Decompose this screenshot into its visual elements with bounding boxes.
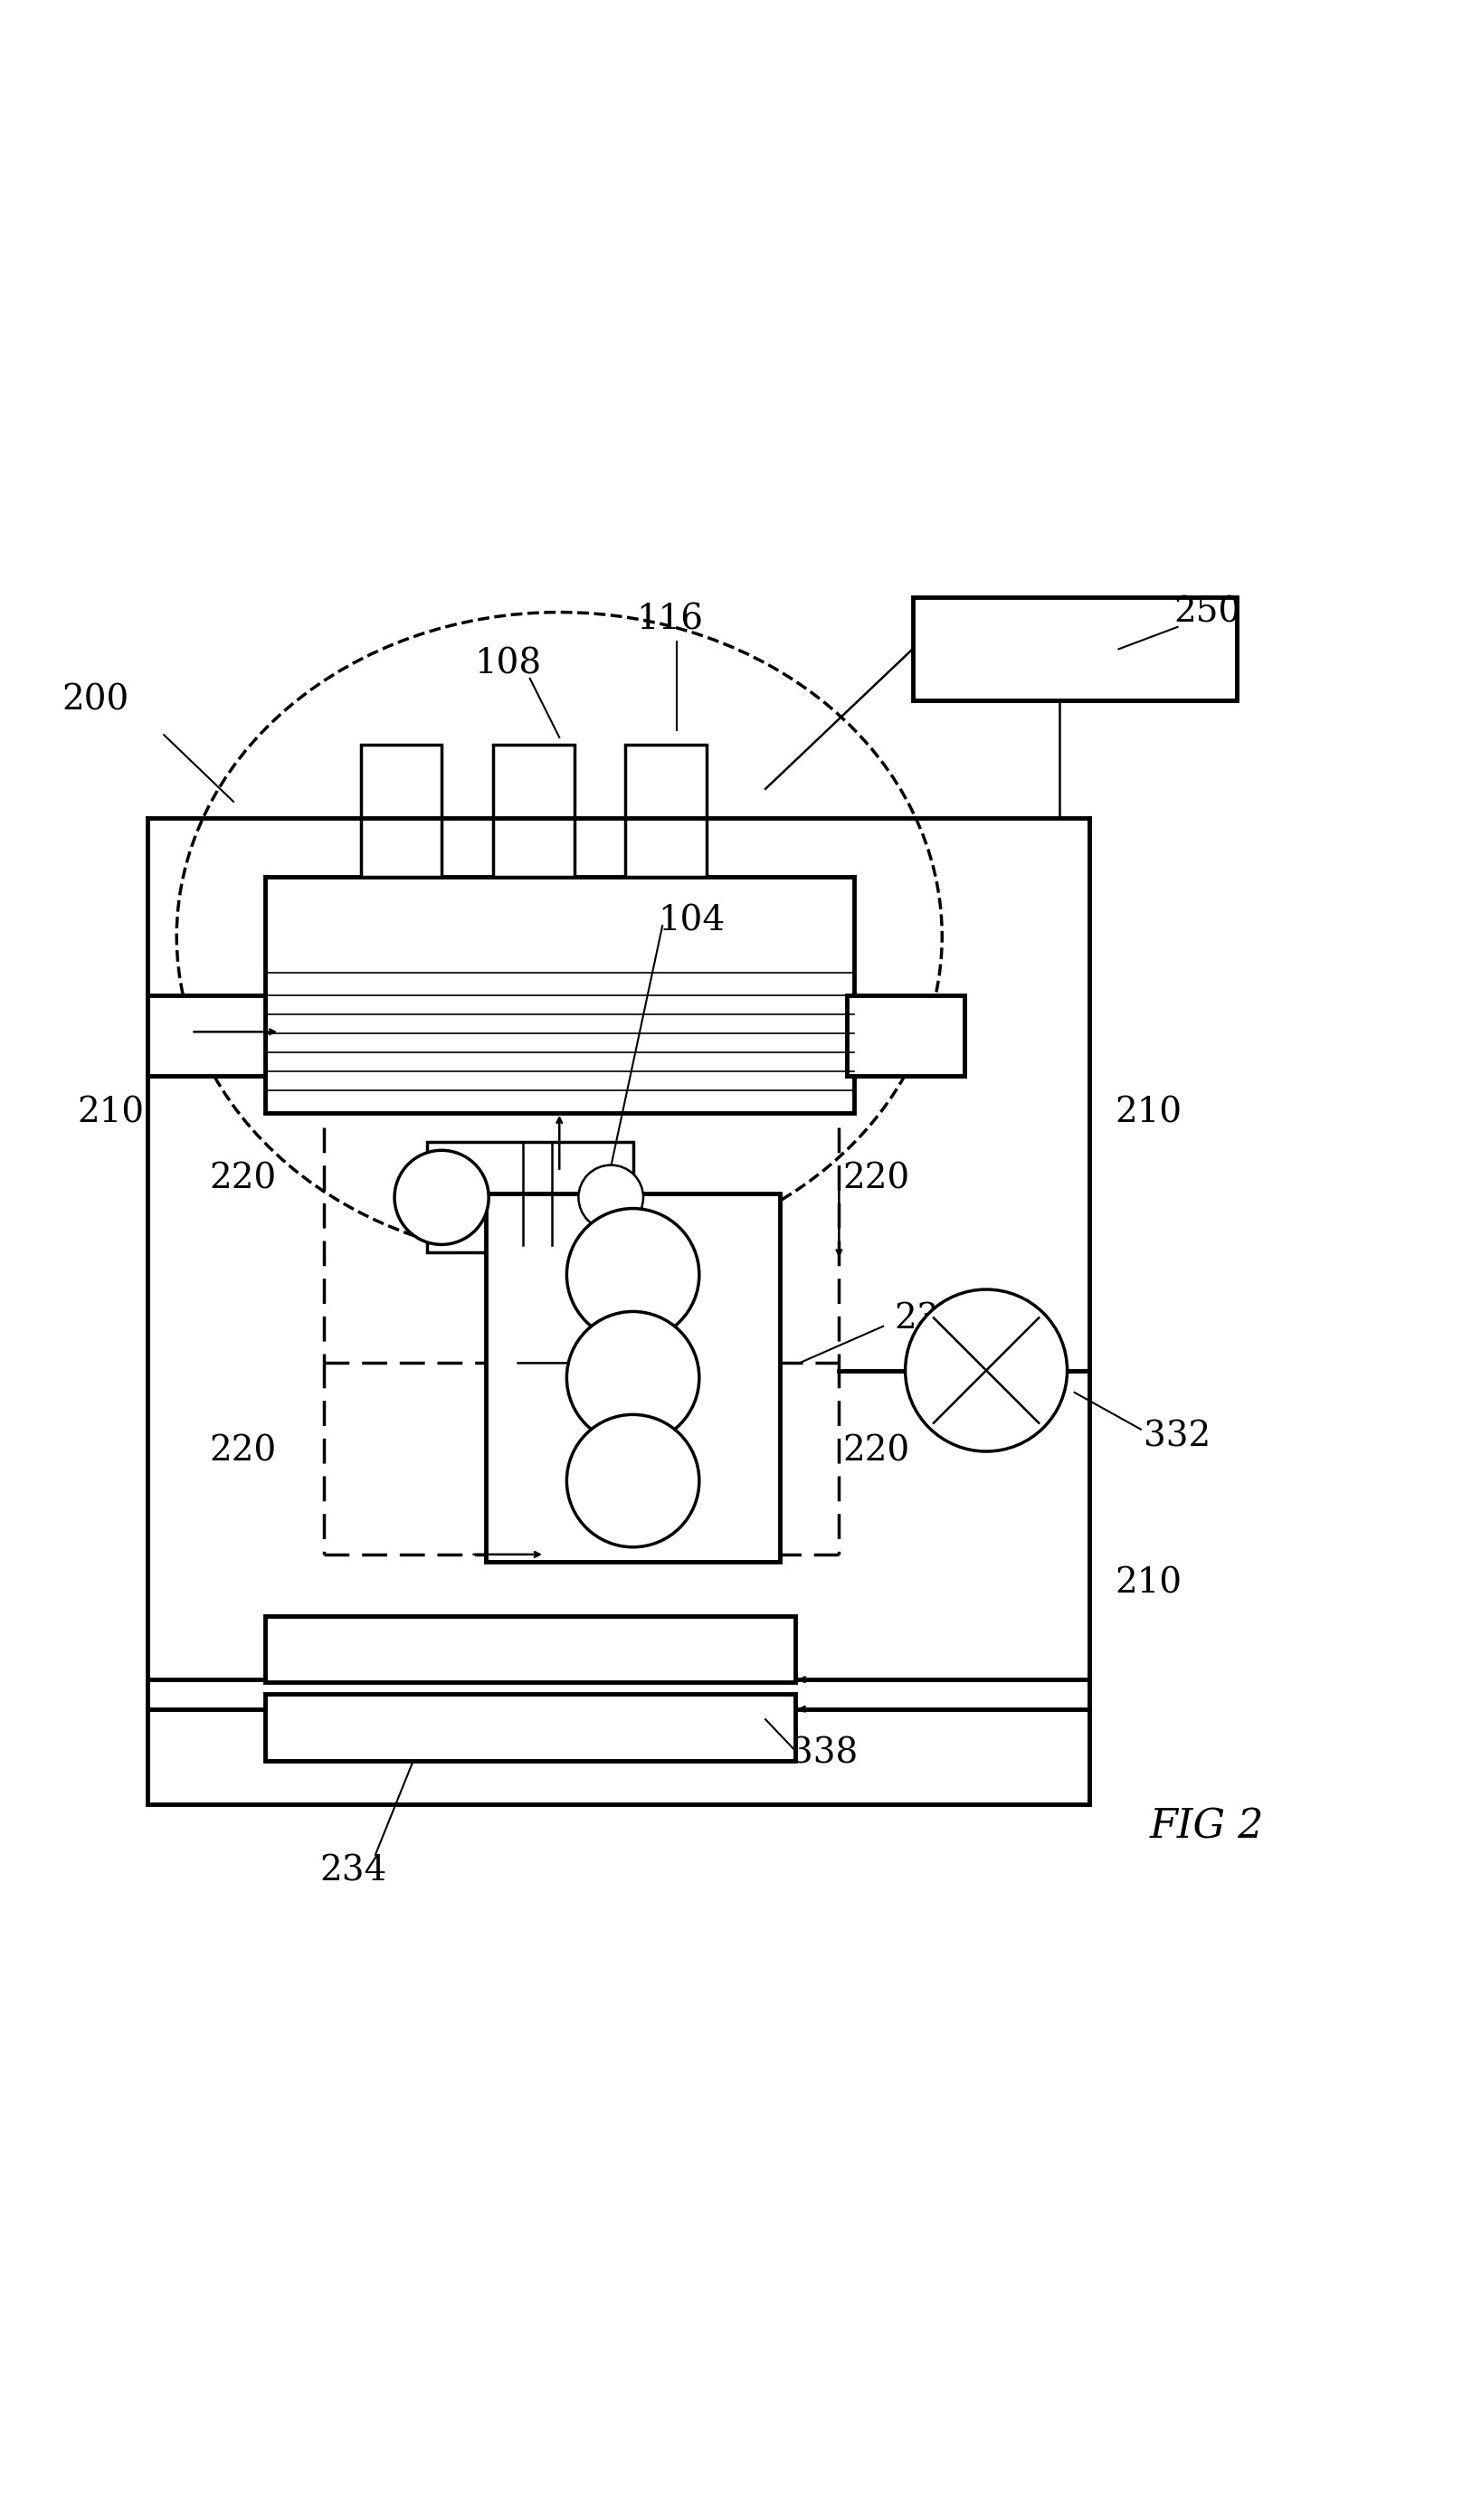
FancyBboxPatch shape (486, 1194, 780, 1562)
FancyBboxPatch shape (265, 1615, 795, 1683)
Circle shape (567, 1414, 699, 1547)
Text: 210: 210 (1114, 1567, 1182, 1600)
Text: 220: 220 (842, 1162, 910, 1197)
FancyBboxPatch shape (846, 995, 964, 1076)
Circle shape (905, 1290, 1067, 1452)
Text: 200: 200 (62, 683, 130, 718)
Text: 250: 250 (1173, 595, 1241, 630)
Text: 210: 210 (77, 1096, 144, 1129)
FancyBboxPatch shape (265, 877, 854, 1114)
FancyBboxPatch shape (913, 597, 1236, 701)
FancyBboxPatch shape (361, 746, 442, 877)
FancyBboxPatch shape (427, 1142, 633, 1252)
FancyBboxPatch shape (626, 746, 707, 877)
Text: 104: 104 (658, 905, 726, 937)
Text: 332: 332 (1144, 1419, 1211, 1454)
Circle shape (567, 1310, 699, 1444)
Circle shape (394, 1149, 489, 1245)
Text: 220: 220 (209, 1434, 277, 1469)
Text: 236: 236 (894, 1303, 961, 1336)
Circle shape (567, 1210, 699, 1341)
Text: 116: 116 (636, 602, 704, 638)
FancyBboxPatch shape (493, 746, 574, 877)
Circle shape (578, 1164, 643, 1230)
FancyBboxPatch shape (147, 995, 265, 1076)
Text: 220: 220 (209, 1162, 277, 1197)
Text: 108: 108 (474, 648, 542, 680)
Text: 338: 338 (790, 1736, 858, 1769)
Text: 220: 220 (842, 1434, 910, 1469)
Text: 210: 210 (1114, 1096, 1182, 1129)
Text: 234: 234 (319, 1855, 387, 1887)
Text: FIG 2: FIG 2 (1150, 1807, 1264, 1847)
FancyBboxPatch shape (265, 1693, 795, 1761)
